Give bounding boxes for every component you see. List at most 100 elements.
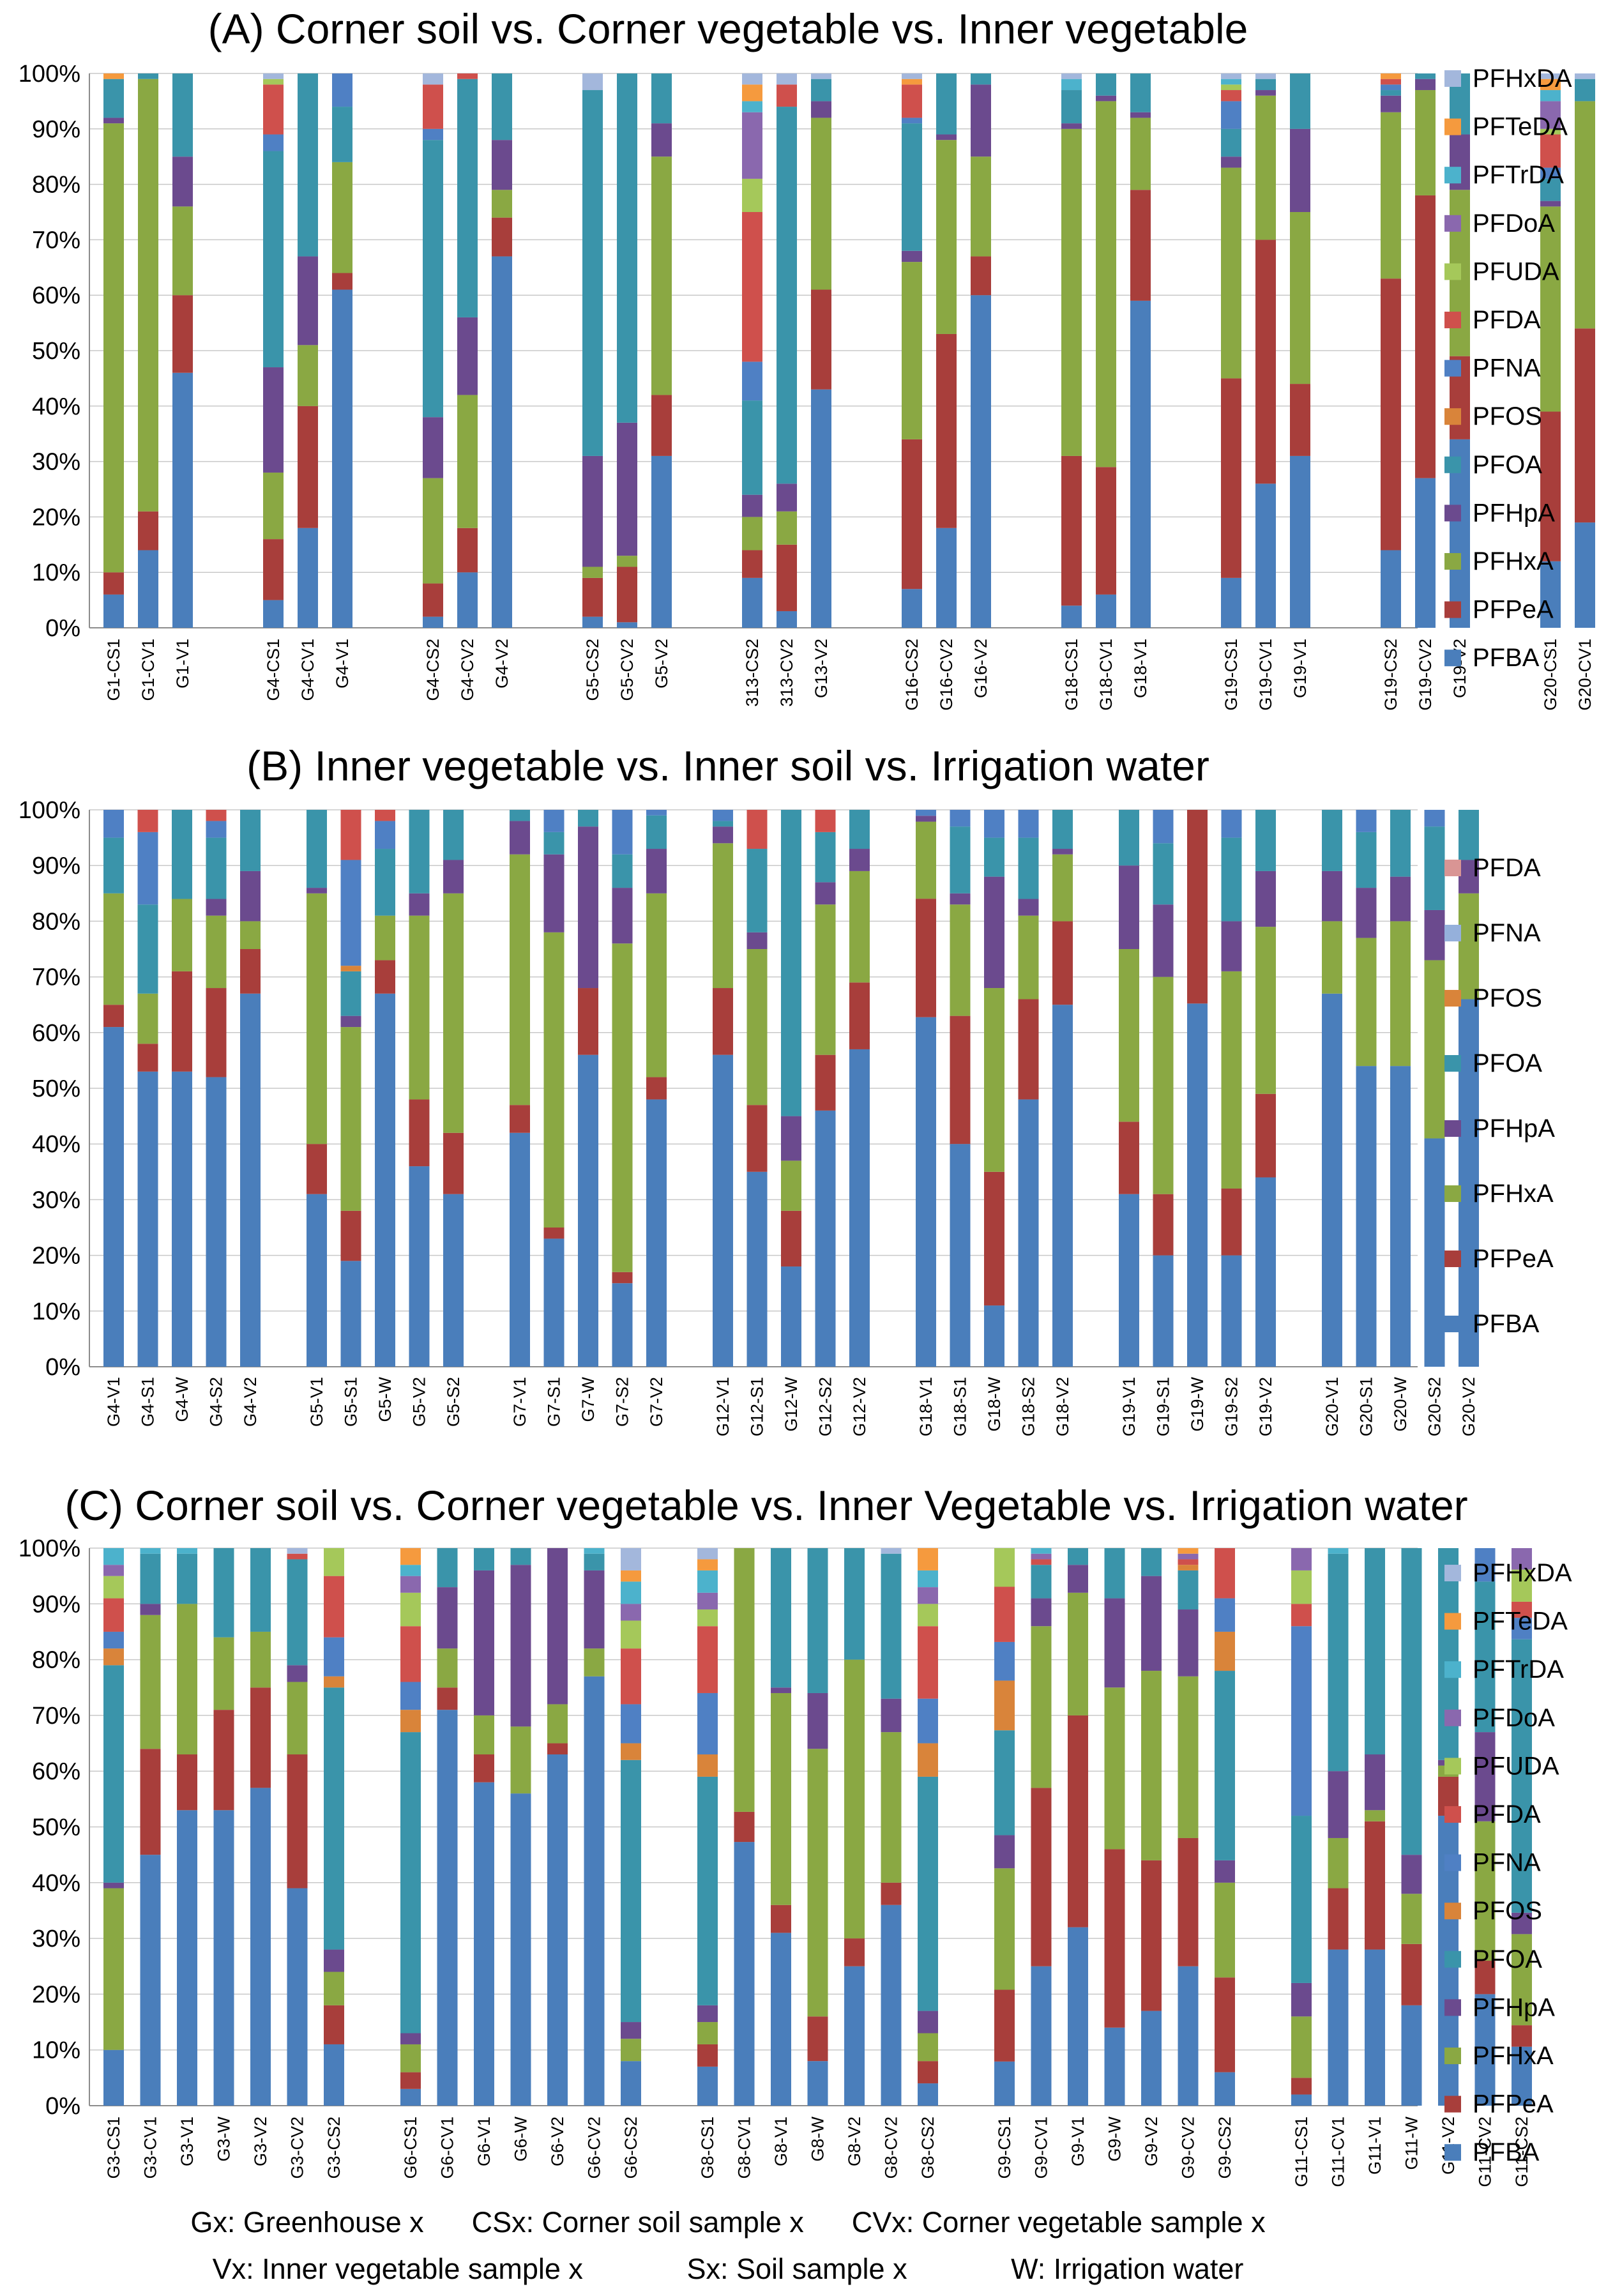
bar-segment-g19-cs2-pfoa xyxy=(1381,90,1401,96)
bar-segment-g12-w-pfpea xyxy=(781,1210,801,1267)
y-tick-label: 10% xyxy=(32,1298,80,1325)
bar-segment-g19-cs1-pfoa xyxy=(1221,128,1241,157)
bar-segment-g13-v2-pfoa xyxy=(811,79,831,102)
bar-segment-g4-s1-pfpea xyxy=(137,1044,158,1072)
bar-segment-g12-w-pfhxa xyxy=(781,1160,801,1211)
bar-segment-g7-w-pfpea xyxy=(578,988,598,1055)
y-tick-label: 10% xyxy=(32,559,80,586)
bar-g20-v2 xyxy=(1459,810,1479,1367)
bar-segment-g6-cs2-pfoa xyxy=(621,1760,641,2023)
bar-segment-g6-cs2-pfda xyxy=(621,1648,641,1705)
bar-segment-g3-w-pfba xyxy=(213,1810,234,2106)
bar-segment-g20-cv1-pfpea xyxy=(1575,328,1595,523)
bar-g19-w xyxy=(1187,810,1208,1367)
bar-segment-g20-s2-pfna xyxy=(1424,810,1445,827)
bar-segment-g18-cv1-pfpea xyxy=(1096,467,1116,595)
bar-segment-g19-cv2-pfba xyxy=(1415,478,1436,628)
bar-segment-g18-cs1-pfhpa xyxy=(1061,123,1082,129)
bar-segment-g19-cs2-pfpea xyxy=(1381,278,1401,551)
bar-segment-g5-v2-pfhpa xyxy=(409,893,430,916)
x-tick-label: G3-CS1 xyxy=(104,2117,123,2179)
y-tick-label: 20% xyxy=(32,504,80,531)
bar-segment-g3-cs1-pfna xyxy=(103,1631,124,1649)
bar-g8-v2 xyxy=(844,1548,865,2106)
bar-segment-g3-cs2-pfda xyxy=(324,1576,344,1638)
x-tick-label: G11-CV2 xyxy=(1476,2117,1495,2187)
x-tick-label: G8-CV1 xyxy=(735,2117,754,2179)
bar-segment-g20-cv1-pfba xyxy=(1575,522,1595,628)
bar-segment-g16-cv2-pfhpa xyxy=(936,134,957,141)
legend-swatch-pfhpa xyxy=(1444,1120,1461,1137)
y-tick-label: 30% xyxy=(32,449,80,476)
legend-label-pfda: PFDA xyxy=(1473,854,1541,882)
bar-segment-g9-v2-pfba xyxy=(1141,2011,1162,2106)
bar-segment-g1-cv1-pfpea xyxy=(138,511,158,551)
x-tick-label: G4-CS2 xyxy=(423,639,443,701)
bar-segment-g11-w-pfhxa xyxy=(1401,1894,1422,1944)
y-tick-label: 40% xyxy=(32,1131,80,1158)
bar-segment-g6-v1-pfhxa xyxy=(474,1715,494,1755)
bar-segment-g8-cs1-pfoa xyxy=(697,1776,718,2005)
x-tick-label: G7-V1 xyxy=(510,1377,529,1427)
bar-segment-g5-s2-pfoa xyxy=(443,810,464,860)
bar-segment-g12-w-pfoa xyxy=(781,810,801,1116)
bar-segment-g1-cs1-pfteda xyxy=(103,73,124,79)
x-tick-label: G11-W xyxy=(1402,2116,1421,2170)
bar-segment-g20-cs1-pfhxa xyxy=(1540,206,1561,412)
bar-segment-g20-cs1-pfuda xyxy=(1540,128,1561,135)
bar-segment-g8-cv2-pfhxda xyxy=(881,1548,902,1554)
y-tick-label: 60% xyxy=(32,1758,80,1785)
legend-label-pfhxa: PFHxA xyxy=(1473,547,1554,575)
bar-segment-g6-cs1-pfda xyxy=(400,1626,421,1682)
bar-segment-g19-cs1-pfhxda xyxy=(1221,73,1241,79)
x-tick-label: G7-S2 xyxy=(613,1377,632,1427)
footnote-line-1: Gx: Greenhouse x CSx: Corner soil sample… xyxy=(190,2206,1266,2239)
bar-segment-g8-w-pfhpa xyxy=(807,1692,828,1749)
y-tick-label: 30% xyxy=(32,1187,80,1213)
bar-g18-v2 xyxy=(1052,810,1073,1367)
bar-segment-g6-cs2-pfna xyxy=(621,1704,641,1744)
bar-segment-g6-cv1-pfhxa xyxy=(437,1648,458,1688)
bar-segment-g5-w-pfoa xyxy=(375,849,395,916)
bar-segment-g9-cs2-pfda xyxy=(1215,1548,1235,1599)
bar-segment-g9-v1-pfba xyxy=(1068,1927,1088,2106)
bar-g18-cv1 xyxy=(1096,73,1116,628)
bar-g5-v2 xyxy=(409,810,430,1367)
bar-g8-w xyxy=(807,1548,828,2106)
bar-segment-g20-s1-pfna xyxy=(1356,810,1377,832)
bar-g19-v2 xyxy=(1255,810,1276,1367)
bar-g9-cv2 xyxy=(1178,1548,1199,2106)
bar-segment-g5-v2-pfoa xyxy=(651,73,672,124)
bar-segment-g9-v2-pfoa xyxy=(1141,1548,1162,1576)
bar-segment-g6-v1-pfpea xyxy=(474,1754,494,1783)
bar-segment-g9-v1-pfhpa xyxy=(1068,1565,1088,1593)
bar-segment-g4-cs1-pfhxda xyxy=(263,73,284,79)
bar-segment-g12-v2-pfhxa xyxy=(849,871,870,983)
bar-segment-g11-w-pfba xyxy=(1401,2005,1422,2106)
bar-segment-g3-cs1-pftrda xyxy=(103,1548,124,1565)
bar-segment-g5-w-pfpea xyxy=(375,960,395,994)
bar-segment-g16-v2-pfba xyxy=(971,295,991,628)
bar-segment-g8-cs2-pfna xyxy=(918,1698,938,1744)
bar-segment-g9-cv1-pftrda xyxy=(1031,1548,1052,1554)
legend-label-pfhpa: PFHpA xyxy=(1473,1993,1555,2021)
bar-segment-g3-w-pfhxa xyxy=(213,1637,234,1710)
bar-g4-v1 xyxy=(332,73,352,628)
bar-g16-v2 xyxy=(971,73,991,628)
bar-segment-g3-cs1-pfba xyxy=(103,2049,124,2106)
bar-g20-cs1 xyxy=(1540,73,1561,628)
legend-label-pfna: PFNA xyxy=(1473,354,1541,383)
bar-segment-g19-v1-pfoa xyxy=(1119,810,1139,866)
bar-segment-g9-cv2-pfos xyxy=(1178,1565,1199,1570)
y-tick-label: 0% xyxy=(45,615,80,642)
bar-segment-g4-v2-pfhxa xyxy=(492,190,512,218)
bar-segment-g18-s1-pfpea xyxy=(950,1015,971,1144)
bar-g3-v1 xyxy=(177,1548,197,2106)
x-tick-label: G4-V1 xyxy=(333,639,352,688)
bar-segment-g18-cs1-pfhxa xyxy=(1061,128,1082,456)
bar-segment-g9-cs1-pfna xyxy=(994,1641,1015,1681)
bar-segment-g7-s1-pfba xyxy=(543,1238,565,1367)
y-tick-label: 80% xyxy=(32,172,80,199)
bar-segment-g6-v1-pfoa xyxy=(474,1548,494,1570)
bar-g16-cv2 xyxy=(936,73,957,628)
